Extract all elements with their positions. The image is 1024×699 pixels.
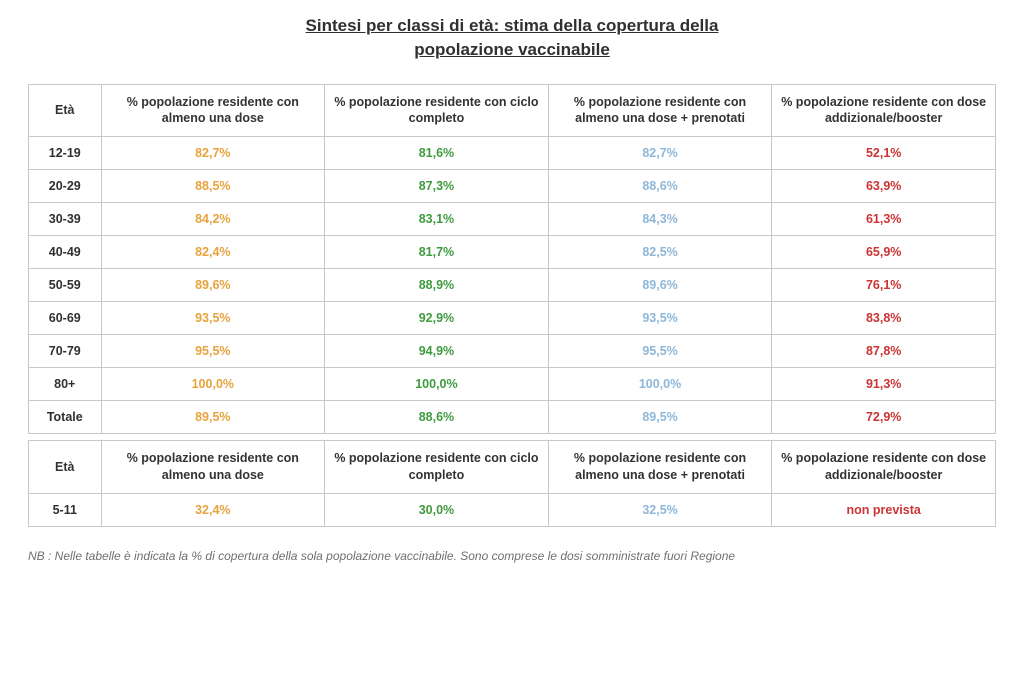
cell-col3: 84,3% bbox=[548, 203, 772, 236]
header-col1: % popolazione residente con almeno una d… bbox=[101, 84, 325, 137]
cell-col1: 84,2% bbox=[101, 203, 325, 236]
cell-col1: 93,5% bbox=[101, 302, 325, 335]
cell-col4: non prevista bbox=[772, 494, 996, 527]
cell-col1: 100,0% bbox=[101, 368, 325, 401]
cell-col1: 89,5% bbox=[101, 401, 325, 434]
cell-col2: 30,0% bbox=[325, 494, 549, 527]
cell-col2: 88,9% bbox=[325, 269, 549, 302]
coverage-table: Età % popolazione residente con almeno u… bbox=[28, 84, 996, 528]
cell-col4: 65,9% bbox=[772, 236, 996, 269]
cell-col4: 91,3% bbox=[772, 368, 996, 401]
cell-col1: 95,5% bbox=[101, 335, 325, 368]
header-col4: % popolazione residente con dose addizio… bbox=[772, 441, 996, 494]
cell-col4: 61,3% bbox=[772, 203, 996, 236]
cell-col2: 94,9% bbox=[325, 335, 549, 368]
cell-col2: 92,9% bbox=[325, 302, 549, 335]
cell-col2: 83,1% bbox=[325, 203, 549, 236]
header-col2: % popolazione residente con ciclo comple… bbox=[325, 441, 549, 494]
header-col3: % popolazione residente con almeno una d… bbox=[548, 441, 772, 494]
cell-col4: 72,9% bbox=[772, 401, 996, 434]
table-row-total: Totale 89,5% 88,6% 89,5% 72,9% bbox=[29, 401, 996, 434]
cell-col1: 89,6% bbox=[101, 269, 325, 302]
table-row: 20-29 88,5% 87,3% 88,6% 63,9% bbox=[29, 170, 996, 203]
footnote: NB : Nelle tabelle è indicata la % di co… bbox=[28, 549, 996, 563]
table-row: 5-11 32,4% 30,0% 32,5% non prevista bbox=[29, 494, 996, 527]
cell-col3: 82,5% bbox=[548, 236, 772, 269]
age-label: 12-19 bbox=[29, 137, 102, 170]
cell-col1: 82,7% bbox=[101, 137, 325, 170]
age-label: 60-69 bbox=[29, 302, 102, 335]
table-row: 30-39 84,2% 83,1% 84,3% 61,3% bbox=[29, 203, 996, 236]
table-row: 12-19 82,7% 81,6% 82,7% 52,1% bbox=[29, 137, 996, 170]
page-container: Sintesi per classi di età: stima della c… bbox=[0, 0, 1024, 573]
cell-col3: 82,7% bbox=[548, 137, 772, 170]
cell-col3: 89,5% bbox=[548, 401, 772, 434]
cell-col2: 87,3% bbox=[325, 170, 549, 203]
cell-col4: 83,8% bbox=[772, 302, 996, 335]
table-row: 50-59 89,6% 88,9% 89,6% 76,1% bbox=[29, 269, 996, 302]
header-row-sub: Età % popolazione residente con almeno u… bbox=[29, 441, 996, 494]
cell-col3: 88,6% bbox=[548, 170, 772, 203]
cell-col3: 89,6% bbox=[548, 269, 772, 302]
cell-col3: 100,0% bbox=[548, 368, 772, 401]
cell-col3: 32,5% bbox=[548, 494, 772, 527]
header-col2: % popolazione residente con ciclo comple… bbox=[325, 84, 549, 137]
age-label: 40-49 bbox=[29, 236, 102, 269]
age-label: 5-11 bbox=[29, 494, 102, 527]
age-label: Totale bbox=[29, 401, 102, 434]
cell-col2: 88,6% bbox=[325, 401, 549, 434]
age-label: 20-29 bbox=[29, 170, 102, 203]
header-age: Età bbox=[29, 441, 102, 494]
cell-col2: 81,6% bbox=[325, 137, 549, 170]
table-row: 80+ 100,0% 100,0% 100,0% 91,3% bbox=[29, 368, 996, 401]
cell-col1: 82,4% bbox=[101, 236, 325, 269]
cell-col3: 93,5% bbox=[548, 302, 772, 335]
age-label: 30-39 bbox=[29, 203, 102, 236]
cell-col3: 95,5% bbox=[548, 335, 772, 368]
cell-col2: 100,0% bbox=[325, 368, 549, 401]
cell-col1: 88,5% bbox=[101, 170, 325, 203]
header-col3: % popolazione residente con almeno una d… bbox=[548, 84, 772, 137]
title-line-2: popolazione vaccinabile bbox=[414, 40, 610, 59]
cell-col1: 32,4% bbox=[101, 494, 325, 527]
cell-col4: 63,9% bbox=[772, 170, 996, 203]
table-row: 70-79 95,5% 94,9% 95,5% 87,8% bbox=[29, 335, 996, 368]
header-col1: % popolazione residente con almeno una d… bbox=[101, 441, 325, 494]
table-row: 60-69 93,5% 92,9% 93,5% 83,8% bbox=[29, 302, 996, 335]
header-age: Età bbox=[29, 84, 102, 137]
table-spacer bbox=[29, 434, 996, 441]
header-col4: % popolazione residente con dose addizio… bbox=[772, 84, 996, 137]
age-label: 80+ bbox=[29, 368, 102, 401]
cell-col4: 76,1% bbox=[772, 269, 996, 302]
table-row: 40-49 82,4% 81,7% 82,5% 65,9% bbox=[29, 236, 996, 269]
age-label: 50-59 bbox=[29, 269, 102, 302]
cell-col4: 52,1% bbox=[772, 137, 996, 170]
cell-col4: 87,8% bbox=[772, 335, 996, 368]
cell-col2: 81,7% bbox=[325, 236, 549, 269]
age-label: 70-79 bbox=[29, 335, 102, 368]
title-line-1: Sintesi per classi di età: stima della c… bbox=[306, 16, 719, 35]
page-title: Sintesi per classi di età: stima della c… bbox=[28, 14, 996, 62]
header-row-main: Età % popolazione residente con almeno u… bbox=[29, 84, 996, 137]
